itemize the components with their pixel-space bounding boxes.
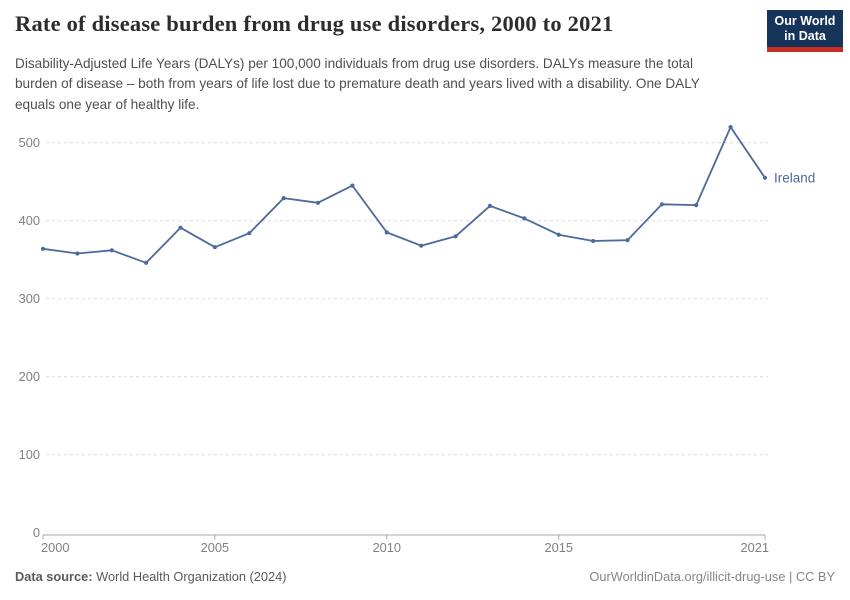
data-point[interactable] xyxy=(350,183,355,188)
data-point[interactable] xyxy=(109,248,114,253)
data-point[interactable] xyxy=(384,230,389,235)
chart-subtitle: Disability-Adjusted Life Years (DALYs) p… xyxy=(15,56,700,112)
data-source-label: Data source: xyxy=(15,569,93,584)
y-tick-label: 100 xyxy=(19,447,40,462)
y-tick-label: 0 xyxy=(33,525,40,540)
data-point[interactable] xyxy=(728,125,733,130)
data-line[interactable] xyxy=(42,126,766,264)
data-point[interactable] xyxy=(75,251,80,256)
data-point[interactable] xyxy=(40,246,46,251)
y-tick-label: 300 xyxy=(19,291,40,306)
data-point[interactable] xyxy=(178,225,183,230)
x-tick-label: 2010 xyxy=(373,540,401,555)
credit-link[interactable]: OurWorldinData.org/illicit-drug-use | CC… xyxy=(589,569,835,584)
data-point[interactable] xyxy=(487,203,493,208)
chart-area[interactable]: 0 100 200 300 400 500 2000 2005 2010 2015 2021 Irel… xyxy=(0,105,850,565)
data-point[interactable] xyxy=(212,245,217,250)
data-point[interactable] xyxy=(591,238,596,244)
owid-logo-line2: in Data xyxy=(784,28,826,43)
data-point[interactable] xyxy=(419,243,424,248)
chart-svg[interactable]: 0 100 200 300 400 500 2000 2005 2010 2015 2021 Irel… xyxy=(0,105,850,565)
chart-title: Rate of disease burden from drug use dis… xyxy=(15,11,614,36)
entity-label[interactable]: Ireland xyxy=(774,170,815,185)
data-point[interactable] xyxy=(522,216,527,221)
data-point[interactable] xyxy=(247,231,252,236)
data-source-value: World Health Organization (2024) xyxy=(96,569,287,584)
owid-logo[interactable]: Our World in Data xyxy=(767,10,843,52)
x-tick-label: 2015 xyxy=(544,540,572,555)
data-point[interactable] xyxy=(556,232,561,237)
data-point[interactable] xyxy=(762,175,768,180)
x-tick-label: 2005 xyxy=(201,540,229,555)
y-tick-label: 200 xyxy=(19,369,40,384)
data-point[interactable] xyxy=(315,200,321,205)
y-tick-label: 400 xyxy=(19,213,40,228)
data-point[interactable] xyxy=(694,203,699,208)
x-tick-label: 2000 xyxy=(41,540,69,555)
data-point[interactable] xyxy=(281,196,286,201)
x-tick-label: 2021 xyxy=(741,540,769,555)
chart-footer: Data source: World Health Organization (… xyxy=(15,569,835,584)
data-point[interactable] xyxy=(453,234,458,239)
y-tick-label: 500 xyxy=(19,135,40,150)
data-point[interactable] xyxy=(144,260,149,265)
data-point[interactable] xyxy=(659,202,665,207)
data-source-note: Data source: World Health Organization (… xyxy=(15,569,287,584)
owid-logo-line1: Our World xyxy=(774,13,836,28)
data-point[interactable] xyxy=(625,238,630,243)
